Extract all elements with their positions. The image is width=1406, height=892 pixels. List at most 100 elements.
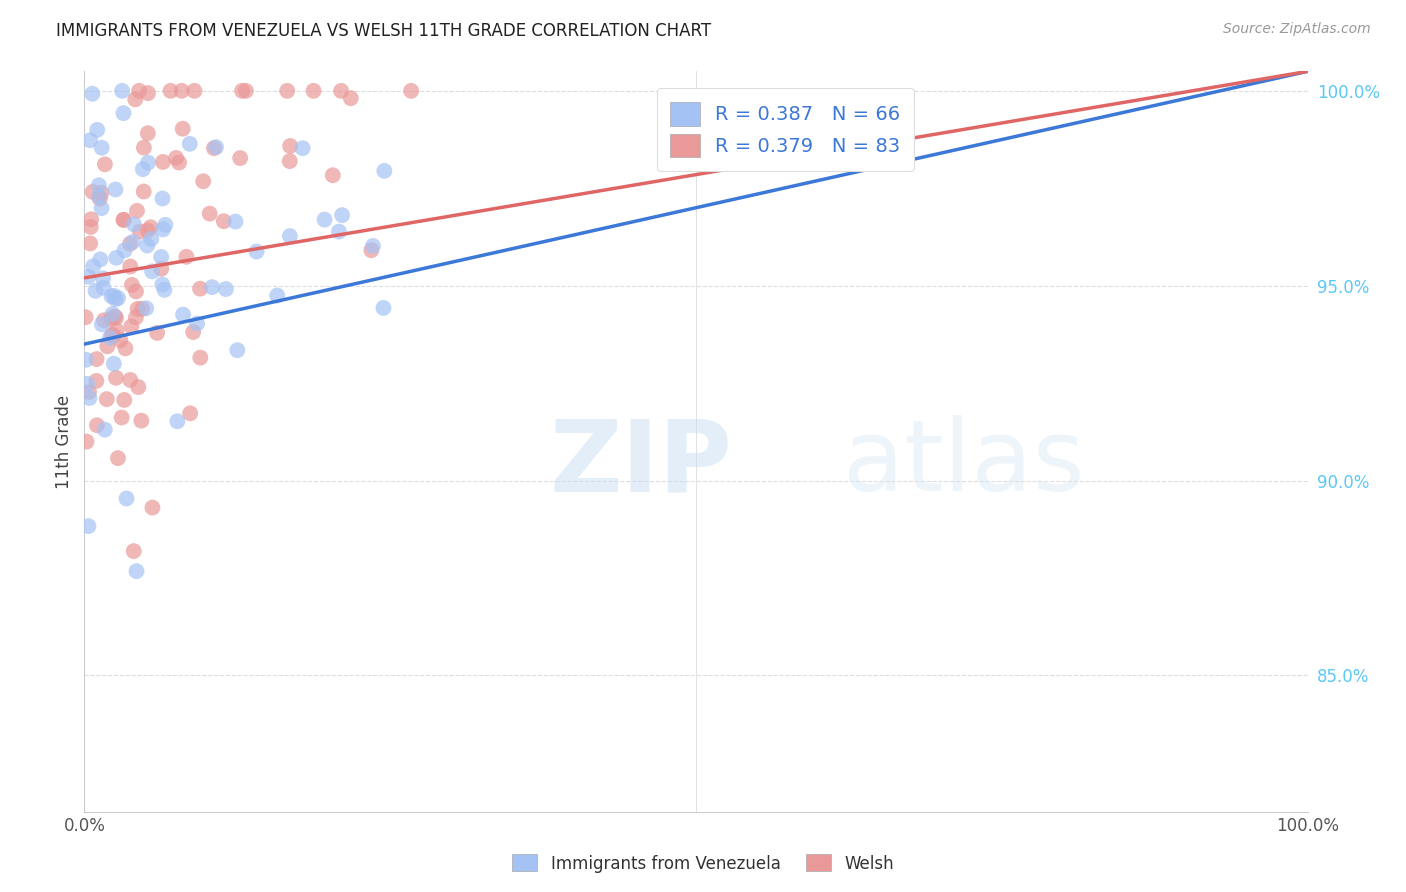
Point xyxy=(373,164,395,178)
Point xyxy=(127,301,149,316)
Point xyxy=(266,288,288,302)
Point xyxy=(104,370,127,384)
Point xyxy=(105,323,128,337)
Point xyxy=(90,141,112,155)
Point xyxy=(170,84,193,98)
Point xyxy=(75,310,97,325)
Point xyxy=(112,392,135,407)
Point xyxy=(76,376,98,391)
Point xyxy=(153,283,176,297)
Point xyxy=(94,157,117,171)
Point xyxy=(87,178,110,193)
Point xyxy=(121,235,143,249)
Point xyxy=(75,352,97,367)
Point xyxy=(188,351,211,365)
Point xyxy=(176,250,198,264)
Point xyxy=(101,307,124,321)
Point xyxy=(141,500,163,515)
Text: ZIP: ZIP xyxy=(550,416,733,512)
Point xyxy=(314,212,336,227)
Point xyxy=(110,333,132,347)
Point xyxy=(120,260,142,274)
Point xyxy=(150,277,173,292)
Legend: Immigrants from Venezuela, Welsh: Immigrants from Venezuela, Welsh xyxy=(506,847,900,880)
Point xyxy=(276,84,298,98)
Point xyxy=(96,392,118,406)
Point xyxy=(278,229,301,244)
Point xyxy=(135,301,157,316)
Point xyxy=(82,260,104,274)
Point xyxy=(198,207,221,221)
Point xyxy=(112,106,135,120)
Point xyxy=(101,327,124,342)
Point xyxy=(86,123,108,137)
Point xyxy=(360,244,382,258)
Point xyxy=(361,239,384,253)
Point xyxy=(330,208,353,222)
Point xyxy=(129,225,152,239)
Point xyxy=(212,214,235,228)
Point xyxy=(82,185,104,199)
Point xyxy=(112,213,135,227)
Point xyxy=(215,282,238,296)
Point xyxy=(76,434,98,449)
Point xyxy=(132,141,155,155)
Point xyxy=(226,343,249,358)
Point xyxy=(122,544,145,558)
Legend: R = 0.387   N = 66, R = 0.379   N = 83: R = 0.387 N = 66, R = 0.379 N = 83 xyxy=(657,88,914,171)
Point xyxy=(166,414,188,428)
Point xyxy=(86,352,108,367)
Point xyxy=(77,519,100,533)
Point xyxy=(235,84,257,98)
Point xyxy=(90,318,112,332)
Point xyxy=(132,185,155,199)
Point xyxy=(93,313,115,327)
Point xyxy=(114,342,136,356)
Point xyxy=(86,374,108,388)
Point xyxy=(131,414,153,428)
Point xyxy=(136,86,159,100)
Point xyxy=(202,141,225,155)
Point xyxy=(229,151,252,165)
Point xyxy=(127,380,149,394)
Point xyxy=(94,423,117,437)
Point xyxy=(124,92,146,106)
Point xyxy=(302,84,325,98)
Point xyxy=(179,136,201,151)
Point xyxy=(107,291,129,305)
Point xyxy=(125,285,148,299)
Point xyxy=(179,406,201,420)
Point xyxy=(141,232,163,246)
Y-axis label: 11th Grade: 11th Grade xyxy=(55,394,73,489)
Point xyxy=(125,203,148,218)
Point xyxy=(77,384,100,399)
Point xyxy=(91,271,114,285)
Point xyxy=(150,261,173,276)
Point xyxy=(339,91,361,105)
Point xyxy=(90,201,112,215)
Point xyxy=(114,244,136,258)
Point xyxy=(104,310,127,324)
Point xyxy=(80,212,103,227)
Point xyxy=(100,311,122,326)
Point xyxy=(87,189,110,203)
Point xyxy=(152,155,174,169)
Point xyxy=(107,451,129,466)
Point xyxy=(120,319,142,334)
Point xyxy=(122,218,145,232)
Point xyxy=(150,250,173,264)
Point xyxy=(278,139,301,153)
Text: atlas: atlas xyxy=(842,416,1084,512)
Point xyxy=(125,310,148,325)
Point xyxy=(399,84,422,98)
Point xyxy=(373,301,395,315)
Point xyxy=(136,126,159,140)
Point xyxy=(77,269,100,284)
Point xyxy=(181,325,204,339)
Point xyxy=(322,168,344,182)
Point xyxy=(152,222,174,236)
Text: Source: ZipAtlas.com: Source: ZipAtlas.com xyxy=(1223,22,1371,37)
Point xyxy=(121,277,143,292)
Point xyxy=(193,174,215,188)
Point xyxy=(136,238,159,252)
